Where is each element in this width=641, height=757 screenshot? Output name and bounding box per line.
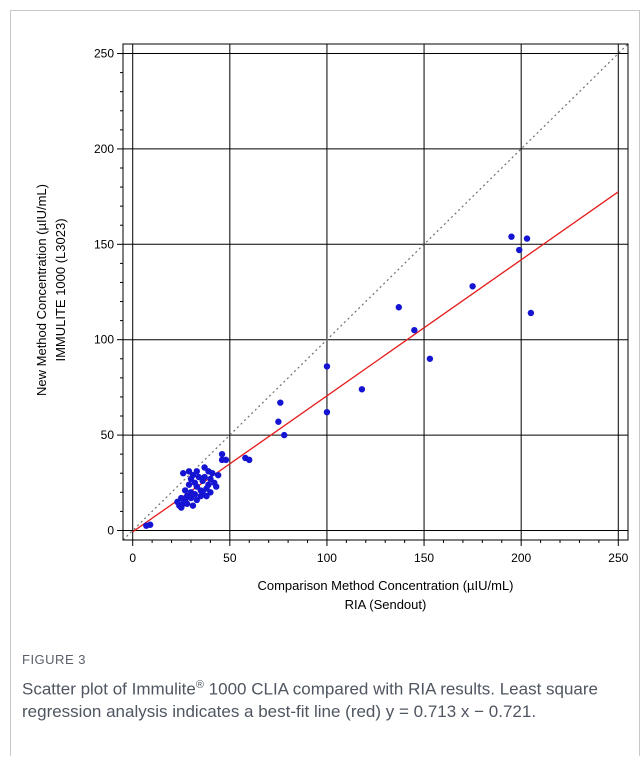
x-axis-subtitle: RIA (Sendout) (345, 597, 427, 612)
data-point (189, 502, 197, 509)
data-point (201, 473, 208, 481)
data-point (275, 418, 282, 425)
y-axis-subtitle: IMMULITE 1000 (L3023) (53, 218, 68, 361)
data-point (183, 500, 191, 507)
data-point (246, 456, 253, 464)
y-tick-label: 0 (107, 523, 114, 537)
data-point (426, 355, 434, 362)
caption-text-start: Scatter plot of Immulite (22, 679, 196, 699)
data-point (180, 470, 187, 477)
data-point (323, 408, 331, 416)
data-point (218, 450, 226, 458)
identity-line (122, 43, 629, 541)
data-point (205, 481, 212, 488)
data-point (508, 233, 515, 240)
data-point (191, 491, 199, 498)
data-point (395, 304, 403, 311)
x-tick-label: 0 (129, 551, 136, 565)
axis-ticks: 0 50 100 150 200 250 0 50 100 150 200 250 (94, 47, 629, 565)
y-tick-label: 150 (94, 237, 114, 251)
figure-caption: Scatter plot of Immulite® 1000 CLIA comp… (22, 674, 612, 723)
x-tick-label: 150 (414, 551, 434, 565)
data-point (516, 246, 523, 254)
grid-lines (123, 44, 628, 540)
data-point (523, 235, 531, 242)
data-point (207, 489, 214, 496)
data-point (213, 483, 220, 490)
scatter-chart: 0 50 100 150 200 250 0 50 100 150 200 250 Compariso… (34, 43, 629, 612)
x-tick-label: 100 (317, 551, 337, 565)
data-point (469, 283, 476, 290)
data-point (193, 468, 201, 475)
figure-label: FIGURE 3 (22, 652, 86, 667)
data-point (146, 521, 154, 528)
data-point (222, 456, 230, 464)
caption-text-end: 1000 CLIA compared with RIA results. Lea… (22, 679, 598, 721)
x-tick-label: 250 (608, 551, 628, 565)
plot-area-border (122, 43, 629, 541)
data-point (281, 431, 288, 439)
registered-mark: ® (195, 679, 204, 691)
y-tick-label: 200 (94, 142, 114, 156)
y-tick-label: 50 (101, 428, 115, 442)
data-point (277, 399, 284, 406)
figure-frame (10, 10, 640, 756)
data-point (411, 326, 418, 334)
data-points (143, 233, 535, 529)
x-tick-label: 50 (223, 551, 237, 565)
x-tick-label: 200 (511, 551, 531, 565)
y-tick-label: 250 (94, 47, 114, 61)
data-point (323, 363, 331, 370)
data-point (209, 470, 216, 477)
data-point (185, 481, 193, 488)
data-point (214, 471, 222, 479)
y-axis-title: New Method Concentration (µIU/mL) (34, 184, 49, 396)
y-tick-label: 100 (94, 333, 114, 347)
data-point (527, 309, 535, 317)
data-point (358, 386, 366, 393)
data-point (181, 487, 189, 494)
x-axis-title: Comparison Method Concentration (µIU/mL) (257, 578, 513, 593)
